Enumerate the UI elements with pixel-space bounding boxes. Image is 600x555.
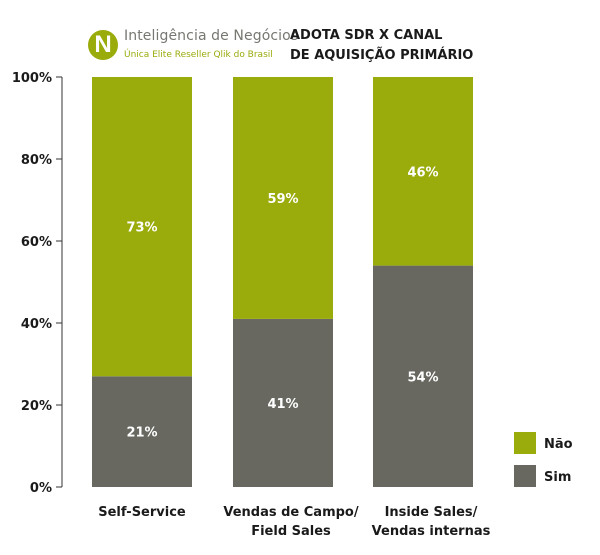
data-label-sim: 54%: [407, 370, 438, 385]
y-tick-label: 100%: [12, 71, 52, 86]
bar-nao: [233, 77, 333, 319]
chart-title: ADOTA SDR X CANAL DE AQUISIÇÃO PRIMÁRIO: [290, 26, 530, 66]
legend-label: Sim: [544, 470, 571, 485]
x-category-label: Self-Service: [98, 505, 186, 520]
logo-tagline: Única Elite Reseller Qlik do Brasil: [124, 50, 273, 60]
bar-nao: [373, 77, 473, 266]
x-category-label: Vendas de Campo/: [223, 505, 359, 520]
legend-label: Não: [544, 437, 573, 452]
bar-sim: [373, 265, 473, 487]
y-tick-label: 40%: [21, 317, 52, 332]
x-category-label: Field Sales: [251, 524, 331, 539]
logo-name: Inteligência de Negócios: [124, 28, 299, 44]
logo-n-icon: N: [88, 30, 118, 60]
legend-swatch-nao: [514, 432, 536, 454]
bar-nao: [92, 77, 192, 377]
data-label-nao: 73%: [126, 221, 157, 236]
chart-title-line-1: ADOTA SDR X CANAL: [290, 28, 443, 43]
bar-sim: [233, 318, 333, 487]
x-category-label: Vendas internas: [372, 524, 491, 539]
bar-sim: [92, 376, 192, 487]
data-label-nao: 46%: [407, 165, 438, 180]
x-category-label: Inside Sales/: [385, 505, 478, 520]
data-label-nao: 59%: [267, 192, 298, 207]
legend-swatch-sim: [514, 465, 536, 487]
y-tick-label: 80%: [21, 153, 52, 168]
chart-title-line-2: DE AQUISIÇÃO PRIMÁRIO: [290, 48, 474, 63]
y-tick-label: 60%: [21, 235, 52, 250]
y-tick-label: 20%: [21, 399, 52, 414]
data-label-sim: 21%: [126, 426, 157, 441]
y-tick-label: 0%: [30, 481, 52, 496]
data-label-sim: 41%: [267, 397, 298, 412]
